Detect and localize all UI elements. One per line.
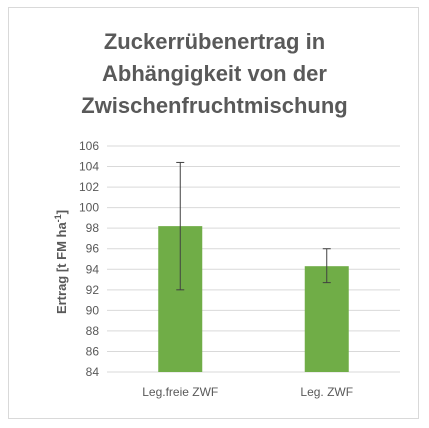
chart-title-line-1: Zuckerrübenertrag in xyxy=(103,29,326,54)
chart-title-line-3: Zwischenfruchtmischung xyxy=(81,93,348,118)
y-tick-label: 102 xyxy=(79,180,99,194)
gridlines xyxy=(107,145,400,373)
y-tick-label: 104 xyxy=(79,160,99,174)
error-bars xyxy=(176,161,331,291)
y-tick-label: 86 xyxy=(86,344,100,358)
y-axis-label: Ertrag [t FM ha-1] xyxy=(53,210,69,314)
x-axis-ticks: Leg.freie ZWF Leg. ZWF xyxy=(142,385,353,399)
x-tick-label: Leg.freie ZWF xyxy=(142,385,218,399)
bar xyxy=(304,266,349,372)
chart-title: Zuckerrübenertrag in Abhängigkeit von de… xyxy=(0,26,429,122)
y-tick-label: 88 xyxy=(86,324,100,338)
y-tick-label: 106 xyxy=(79,139,99,153)
y-tick-label: 84 xyxy=(86,365,100,379)
y-tick-label: 100 xyxy=(79,201,99,215)
bars xyxy=(158,226,349,372)
y-tick-label: 98 xyxy=(86,221,100,235)
y-tick-label: 96 xyxy=(86,242,100,256)
y-tick-label: 92 xyxy=(86,283,100,297)
chart-frame xyxy=(8,7,419,419)
y-axis-ticks: 84 86 88 90 92 94 96 98 100 102 104 106 xyxy=(79,139,99,379)
y-tick-label: 94 xyxy=(86,262,100,276)
chart-title-line-2: Abhängigkeit von der xyxy=(102,61,327,86)
y-tick-label: 90 xyxy=(86,303,100,317)
x-tick-label: Leg. ZWF xyxy=(300,385,353,399)
